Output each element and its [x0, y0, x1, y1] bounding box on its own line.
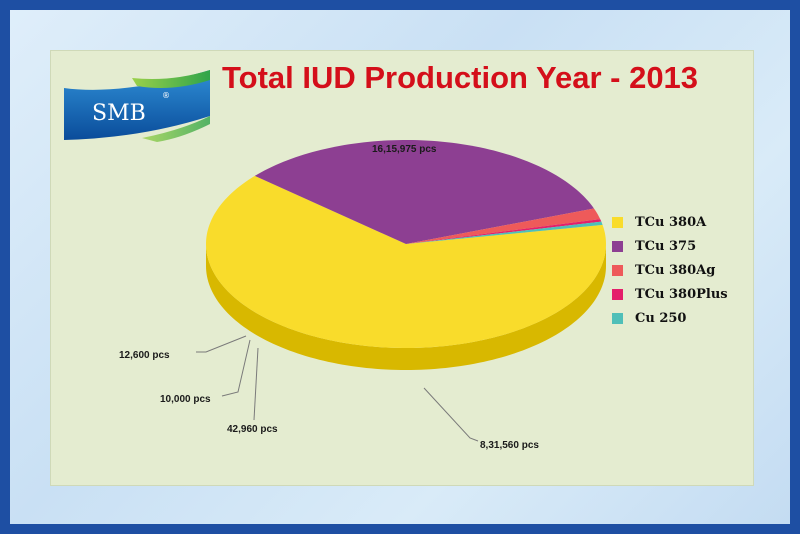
- legend-item: TCu 380A: [612, 210, 762, 234]
- data-label: 42,960 pcs: [227, 424, 278, 435]
- legend-label: TCu 380Plus: [635, 286, 728, 302]
- pie-slice-tcu-375: [254, 140, 594, 244]
- data-label: 8,31,560 pcs: [480, 440, 539, 451]
- smb-logo: SMB ®: [64, 70, 210, 142]
- legend-label: Cu 250: [635, 310, 687, 326]
- legend-label: TCu 375: [635, 238, 697, 254]
- legend-label: TCu 380A: [635, 214, 707, 230]
- legend-swatch: [612, 216, 623, 228]
- pie-slice-tcu-380ag: [406, 208, 601, 244]
- leader-line: [196, 335, 247, 353]
- pie-side-tcu-380a: [206, 244, 606, 370]
- chart-title: Total IUD Production Year - 2013: [222, 60, 699, 95]
- legend-swatch: [612, 288, 623, 300]
- pie-top-faces: [206, 140, 606, 348]
- leader-line: [423, 387, 479, 442]
- legend-item: TCu 380Plus: [612, 282, 762, 306]
- data-label: 10,000 pcs: [160, 394, 211, 405]
- data-labels: 16,15,975 pcs 8,31,560 pcs 42,960 pcs 10,00…: [119, 144, 539, 451]
- legend-item: Cu 250: [612, 306, 762, 330]
- legend-swatch: [612, 312, 623, 324]
- legend: TCu 380A TCu 375 TCu 380Ag TCu 380Plus Cu 25…: [612, 210, 762, 330]
- pie-slice-tcu-380plus: [406, 219, 602, 244]
- pie-slice-cu-250: [406, 221, 603, 244]
- legend-item: TCu 380Ag: [612, 258, 762, 282]
- legend-swatch: [612, 264, 623, 276]
- data-label: 16,15,975 pcs: [372, 144, 437, 155]
- pie-slice-tcu-380a: [206, 175, 606, 348]
- leader-line: [221, 339, 251, 397]
- logo-text: SMB: [92, 101, 146, 126]
- leader-line: [253, 347, 259, 421]
- pie-side-walls: [206, 244, 606, 370]
- data-label: 12,600 pcs: [119, 350, 170, 361]
- legend-label: TCu 380Ag: [635, 262, 716, 278]
- legend-swatch: [612, 240, 623, 252]
- logo-mark: ®: [162, 91, 170, 100]
- legend-item: TCu 375: [612, 234, 762, 258]
